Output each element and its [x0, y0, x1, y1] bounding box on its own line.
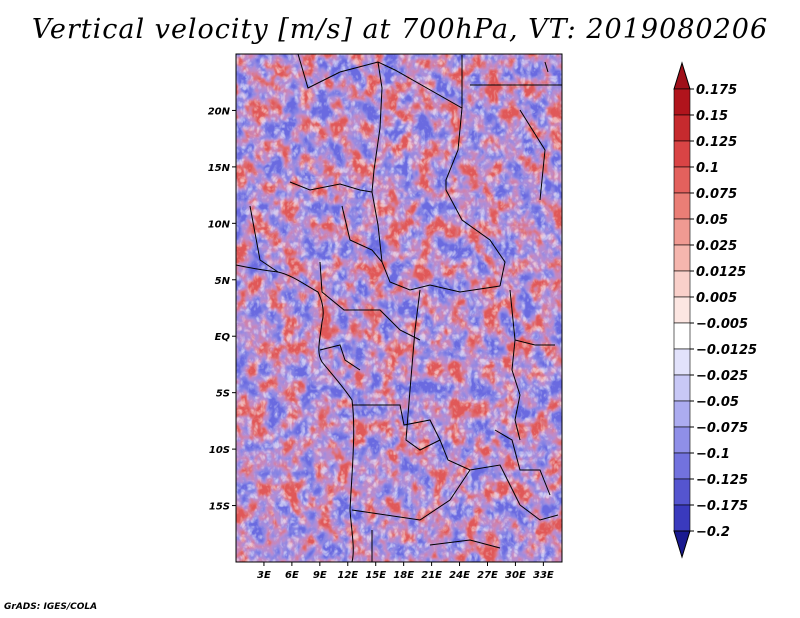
credit-label: GrADS: IGES/COLA [4, 602, 98, 612]
chart-title: Vertical velocity [m/s] at 700hPa, VT: 2… [31, 14, 769, 45]
colorbar-label: −0.1 [696, 447, 730, 462]
colorbar: 0.175 0.15 0.125 0.1 0.075 0.05 0.025 0.0125 0.0… [673, 61, 757, 559]
colorbar-label: −0.125 [696, 473, 748, 488]
colorbar-band [673, 114, 691, 142]
country-borders [235, 53, 562, 563]
lat-tick-label: 5N [215, 276, 231, 287]
colorbar-label: −0.075 [696, 421, 748, 436]
colorbar-label: 0.075 [696, 187, 737, 202]
colorbar-label: −0.0125 [696, 343, 757, 358]
colorbar-band [673, 244, 691, 272]
lon-tick-label: 30E [505, 570, 526, 581]
lat-tick-label: EQ [215, 332, 231, 343]
colorbar-band [673, 88, 691, 116]
colorbar-label: 0.05 [696, 213, 728, 228]
colorbar-top-arrow [673, 61, 691, 90]
colorbar-label: −0.2 [696, 525, 730, 540]
lon-tick-label: 33E [533, 570, 554, 581]
lon-tick-label: 9E [313, 570, 327, 581]
lon-tick-label: 6E [285, 570, 299, 581]
lat-tick-label: 15N [208, 163, 231, 174]
colorbar-band [673, 374, 691, 402]
colorbar-band [673, 192, 691, 220]
lon-tick-label: 15E [365, 570, 386, 581]
colorbar-label: 0.15 [696, 109, 728, 124]
longitude-axis: 3E 6E 9E 12E 15E 18E 21E 24E 27E 30E 33E [257, 562, 554, 581]
colorbar-label: 0.025 [696, 239, 737, 254]
colorbar-band [673, 348, 691, 376]
colorbar-band [673, 426, 691, 454]
colorbar-label: 0.005 [696, 291, 737, 306]
colorbar-label: −0.005 [696, 317, 748, 332]
lon-tick-label: 24E [449, 570, 470, 581]
colorbar-label: 0.0125 [696, 265, 746, 280]
colorbar-band [673, 218, 691, 246]
colorbar-band [673, 296, 691, 324]
lat-tick-label: 5S [216, 389, 230, 400]
lon-tick-label: 12E [337, 570, 358, 581]
latitude-axis: 20N 15N 10N 5N EQ 5S 10S 15S [208, 106, 236, 513]
colorbar-label: 0.125 [696, 135, 737, 150]
colorbar-band [673, 166, 691, 194]
colorbar-label: −0.025 [696, 369, 748, 384]
colorbar-band [673, 322, 691, 350]
colorbar-band [673, 400, 691, 428]
lon-tick-label: 27E [477, 570, 498, 581]
colorbar-label: −0.175 [696, 499, 748, 514]
colorbar-band [673, 140, 691, 168]
colorbar-bottom-arrow [673, 530, 691, 559]
colorbar-band [673, 478, 691, 506]
colorbar-label: 0.1 [696, 161, 719, 176]
lon-tick-label: 21E [421, 570, 442, 581]
lon-tick-label: 18E [393, 570, 414, 581]
lat-tick-label: 10N [208, 219, 231, 230]
velocity-field [236, 54, 562, 562]
lat-tick-label: 20N [208, 106, 231, 117]
colorbar-band [673, 504, 691, 532]
colorbar-band [673, 270, 691, 298]
map-frame [235, 53, 563, 563]
lat-tick-label: 10S [209, 445, 230, 456]
colorbar-label: 0.175 [696, 83, 737, 98]
colorbar-label: −0.05 [696, 395, 739, 410]
lon-tick-label: 3E [257, 570, 271, 581]
colorbar-band [673, 452, 691, 480]
lat-tick-label: 15S [209, 502, 230, 513]
